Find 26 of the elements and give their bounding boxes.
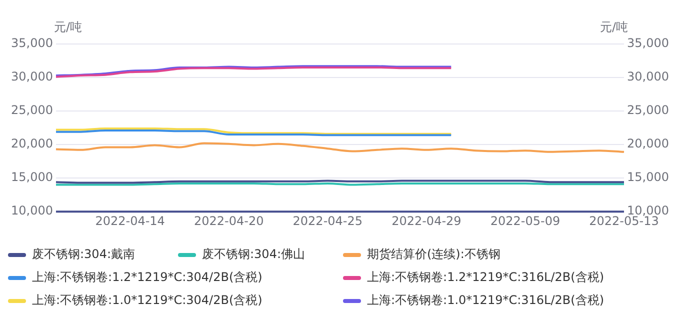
y2-tick-label: 20,000 <box>627 136 670 151</box>
x-tick-label: 2022-04-25 <box>292 214 363 228</box>
legend-label: 上海:不锈钢卷:1.2*1219*C:316L/2B(含税) <box>367 269 604 286</box>
y-tick-label: 30,000 <box>10 70 53 84</box>
legend-label: 期货结算价(连续):不锈钢 <box>367 246 500 263</box>
y-tick-label: 35,000 <box>10 36 53 50</box>
y-tick-label: 15,000 <box>10 170 53 184</box>
y2-tick-label: 35,000 <box>627 36 670 50</box>
legend-label: 上海:不锈钢卷:1.0*1219*C:316L/2B(含税) <box>367 292 604 309</box>
y2-tick-label: 30,000 <box>627 70 670 84</box>
legend-label: 废不锈钢:304:佛山 <box>202 246 305 263</box>
x-tick-label: 2022-05-09 <box>490 214 560 228</box>
y-tick-label: 20,000 <box>10 136 53 151</box>
y2-tick-label: 15,000 <box>627 170 670 184</box>
legend-label: 上海:不锈钢卷:1.0*1219*C:304/2B(含税) <box>32 292 262 309</box>
x-tick-label: 2022-04-29 <box>392 214 462 228</box>
x-tick-label: 2022-04-20 <box>194 214 264 228</box>
line-series <box>54 142 626 153</box>
y-axis-title: 元/吨 <box>54 20 82 34</box>
y-tick-label: 25,000 <box>10 103 53 118</box>
legend-label: 上海:不锈钢卷:1.2*1219*C:304/2B(含税) <box>32 269 262 286</box>
y2-tick-label: 25,000 <box>627 103 670 118</box>
legend-label: 废不锈钢:304:戴南 <box>32 246 135 263</box>
y2-axis-title: 元/吨 <box>600 20 628 34</box>
x-tick-label: 2022-04-14 <box>95 214 165 228</box>
y-tick-label: 10,000 <box>10 204 53 218</box>
